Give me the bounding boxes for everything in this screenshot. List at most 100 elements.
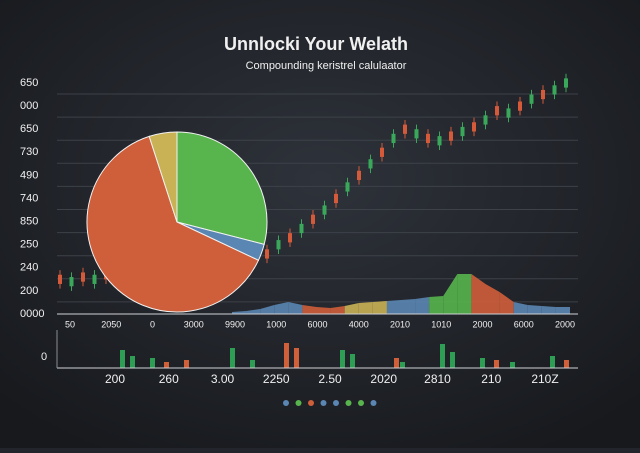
volume-bar bbox=[130, 356, 135, 368]
x-label: 2000 bbox=[555, 319, 575, 329]
pager-dot bbox=[333, 400, 339, 406]
candle-body bbox=[288, 233, 292, 243]
candle-body bbox=[334, 193, 338, 204]
volume-bar bbox=[400, 362, 405, 368]
candle-body bbox=[345, 182, 350, 192]
candle-body bbox=[322, 205, 327, 215]
x-label: 2.50 bbox=[318, 372, 342, 386]
area-chart bbox=[232, 274, 570, 314]
area-segment bbox=[232, 311, 247, 314]
y-label: 850 bbox=[20, 216, 38, 228]
x-label: 6000 bbox=[307, 319, 327, 329]
pager-dot bbox=[370, 400, 377, 406]
volume-bar bbox=[250, 360, 255, 368]
candle-body bbox=[58, 274, 62, 284]
candle-body bbox=[403, 124, 407, 134]
pager-dot bbox=[320, 400, 327, 406]
volume-chart bbox=[120, 343, 569, 368]
x-label: 2000 bbox=[472, 319, 492, 329]
area-segment bbox=[386, 300, 401, 314]
area-segment bbox=[527, 305, 542, 314]
x-label: 2020 bbox=[370, 372, 397, 386]
volume-bar bbox=[350, 354, 355, 368]
y-label: 200 bbox=[20, 285, 38, 297]
candle-body bbox=[529, 94, 534, 104]
y-label: 650 bbox=[20, 77, 38, 89]
pager-dots bbox=[283, 400, 377, 406]
area-segment bbox=[471, 274, 486, 314]
pie-slice bbox=[148, 131, 178, 223]
volume-bar bbox=[510, 362, 515, 368]
pie-chart bbox=[86, 131, 268, 313]
area-segment bbox=[401, 299, 416, 314]
x-label: 2010 bbox=[390, 319, 410, 329]
y-label: 240 bbox=[20, 262, 38, 274]
volume-bar bbox=[340, 350, 345, 368]
y-label: 000 bbox=[20, 100, 38, 112]
candle-body bbox=[69, 277, 74, 287]
y-label: 650 bbox=[20, 123, 38, 135]
candle-body bbox=[460, 126, 465, 137]
candle-body bbox=[81, 272, 85, 282]
x-label: 3000 bbox=[184, 319, 204, 329]
candle-body bbox=[518, 101, 522, 111]
volume-bar bbox=[164, 362, 169, 368]
candle-body bbox=[276, 240, 281, 250]
area-segment bbox=[555, 307, 570, 314]
volume-bar bbox=[440, 344, 445, 368]
volume-bar bbox=[284, 343, 289, 368]
area-segment bbox=[302, 305, 317, 314]
volume-bar bbox=[550, 356, 555, 368]
candle-body bbox=[495, 106, 499, 116]
volume-bar bbox=[450, 352, 455, 368]
area-segment bbox=[330, 306, 345, 314]
area-segment bbox=[260, 305, 275, 314]
area-segment bbox=[457, 274, 472, 314]
area-segment bbox=[246, 309, 261, 314]
area-segment bbox=[288, 302, 303, 314]
volume-bar bbox=[494, 360, 499, 368]
candle-body bbox=[299, 223, 304, 234]
volume-bar bbox=[150, 358, 155, 368]
area-segment bbox=[372, 301, 387, 314]
x-label: 210Z bbox=[531, 372, 558, 386]
area-segment bbox=[415, 297, 430, 314]
candle-body bbox=[564, 78, 568, 88]
x-label: 260 bbox=[159, 372, 179, 386]
x-label: 4000 bbox=[349, 319, 369, 329]
x-label: 1000 bbox=[266, 319, 286, 329]
y-label: 730 bbox=[20, 146, 38, 158]
candle-body bbox=[368, 159, 373, 169]
candle-body bbox=[552, 85, 557, 95]
volume-bar bbox=[294, 348, 299, 368]
x-label: 1010 bbox=[431, 319, 451, 329]
area-segment bbox=[513, 302, 528, 314]
area-segment bbox=[344, 303, 359, 314]
pager-dot bbox=[295, 400, 302, 406]
candle-body bbox=[311, 214, 315, 224]
area-segment bbox=[358, 302, 373, 314]
x-label: 200 bbox=[105, 372, 125, 386]
x-label: 2050 bbox=[101, 319, 121, 329]
volume-bar bbox=[184, 360, 189, 368]
candle-body bbox=[472, 122, 476, 132]
x-label: 9900 bbox=[225, 319, 245, 329]
candle-body bbox=[506, 108, 511, 118]
volume-bar bbox=[230, 348, 235, 368]
candle-body bbox=[483, 115, 488, 125]
pie-slice bbox=[176, 131, 268, 245]
area-segment bbox=[541, 306, 556, 314]
candle-body bbox=[265, 249, 269, 259]
x-label: 2810 bbox=[424, 372, 451, 386]
volume-bar bbox=[394, 358, 399, 368]
pager-dot bbox=[345, 400, 352, 406]
candle-body bbox=[449, 131, 453, 141]
x-label: 210 bbox=[481, 372, 501, 386]
x-label: 2250 bbox=[263, 372, 290, 386]
candle-body bbox=[357, 170, 361, 181]
x-label: 0 bbox=[150, 319, 155, 329]
x-label: 3.00 bbox=[211, 372, 235, 386]
candle-body bbox=[414, 129, 419, 139]
pager-dot bbox=[283, 400, 289, 406]
candle-body bbox=[380, 147, 384, 157]
